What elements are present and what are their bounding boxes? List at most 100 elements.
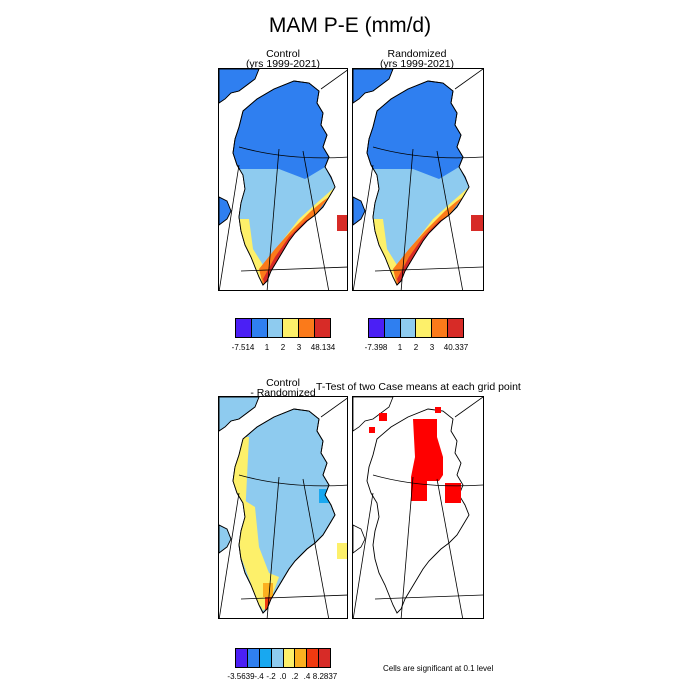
difference-colorbar	[235, 648, 331, 668]
ttest-map-panel	[352, 396, 484, 619]
control-grid-lines	[219, 69, 347, 290]
difference-colorbar-labels: -3.5639 -.4 -.2.0 .2 .4 8.2837	[227, 672, 337, 682]
randomized-parallel-2	[374, 266, 483, 272]
difference-colorbar-label-2: -.2	[266, 672, 276, 681]
ttest-significant-north-2	[369, 427, 375, 433]
control-parallel-2	[240, 266, 347, 272]
difference-ellesmere-outline	[219, 397, 260, 432]
control-map	[219, 69, 347, 290]
ttest-meridian-3	[353, 492, 374, 618]
randomized-colorbar-box-2	[400, 319, 417, 337]
difference-colorbar-label-5: .4	[303, 672, 311, 681]
control-colorbar-box-2	[267, 319, 284, 337]
difference-title-line2: - Randomized	[250, 387, 316, 399]
difference-colorbar-box-5	[295, 649, 308, 667]
control-line-greenland-outline	[232, 80, 336, 286]
control-title-line2: (yrs 1999-2021)	[245, 58, 321, 70]
control-colorbar	[235, 318, 331, 338]
difference-panel-title: Control - Randomized	[218, 377, 348, 399]
ttest-baffin-outline	[353, 524, 366, 554]
randomized-colorbar-box-1	[384, 319, 401, 337]
difference-colorbar-box-0	[236, 649, 248, 667]
randomized-colorbar-label-3: 3	[429, 343, 435, 352]
randomized-line-baffin-outline	[353, 196, 366, 226]
difference-colorbar-label-6: 8.2837	[312, 672, 338, 681]
control-colorbar-label-2: 2	[280, 343, 286, 352]
control-meridian-1	[266, 148, 280, 290]
difference-west-yellow	[233, 437, 267, 611]
difference-title-line1: Control	[266, 377, 300, 389]
randomized-band-1-2	[367, 167, 469, 285]
randomized-meridian-1	[400, 148, 414, 290]
ttest-meridian-4	[454, 397, 483, 418]
randomized-colorbar-label-4: 40.337	[443, 343, 469, 352]
randomized-map	[353, 69, 483, 290]
randomized-title-line2: (yrs 1999-2021)	[379, 58, 455, 70]
control-meridian-3	[219, 164, 240, 290]
randomized-grid-lines	[353, 69, 483, 290]
control-colorbar-label-3: 3	[296, 343, 302, 352]
randomized-meridian-2	[436, 150, 464, 290]
difference-meridian-1	[266, 476, 280, 618]
randomized-panel-title: Randomized (yrs 1999-2021)	[352, 48, 482, 70]
difference-grid-lines	[219, 397, 347, 618]
difference-colorbar-box-4	[283, 649, 296, 667]
ttest-significant-north-3	[435, 407, 441, 413]
control-band-1-2	[233, 167, 335, 285]
control-ellesmere-outline	[219, 69, 260, 104]
randomized-colorbar	[368, 318, 464, 338]
randomized-meridian-3	[353, 164, 374, 290]
difference-meridian-2	[302, 478, 330, 618]
difference-line-greenland-outline	[232, 408, 336, 614]
randomized-colorbar-box-5	[448, 319, 463, 337]
randomized-colorbar-label-0: -7.398	[364, 343, 388, 352]
control-colorbar-label-0: -7.514	[231, 343, 255, 352]
control-line-baffin-outline	[219, 196, 232, 226]
randomized-colorbar-labels: -7.398 1 2 3 40.337	[364, 343, 469, 353]
randomized-title-line1: Randomized	[387, 48, 447, 60]
difference-orange-cells	[263, 583, 273, 597]
ttest-panel-title: T-Test of two Case means at each grid po…	[316, 381, 521, 393]
control-meridian-2	[302, 150, 330, 290]
randomized-line-greenland-outline	[366, 80, 470, 286]
difference-line-ellesmere-outline	[219, 397, 260, 432]
ttest-map	[353, 397, 483, 618]
difference-colorbar-label-4: .2	[291, 672, 299, 681]
randomized-east-cells	[471, 215, 483, 231]
ttest-parallel-2	[374, 594, 483, 600]
control-colorbar-box-0	[236, 319, 252, 337]
randomized-colorbar-label-2: 2	[413, 343, 419, 352]
control-colorbar-box-5	[315, 319, 330, 337]
difference-parallel-2	[240, 594, 347, 600]
control-line-ellesmere-outline	[219, 69, 260, 104]
difference-colorbar-label-0: -3.5639	[227, 672, 255, 681]
randomized-colorbar-box-3	[416, 319, 433, 337]
ttest-significant-north-1	[379, 413, 387, 421]
randomized-colorbar-box-0	[369, 319, 385, 337]
control-field	[233, 167, 335, 285]
randomized-parallel-1	[372, 146, 483, 159]
control-colorbar-box-1	[251, 319, 268, 337]
difference-colorbar-box-1	[247, 649, 260, 667]
randomized-ellesmere-outline	[353, 69, 394, 104]
control-colorbar-label-1: 1	[264, 343, 270, 352]
control-title-line1: Control	[266, 48, 300, 60]
control-colorbar-labels: -7.514 1 2 3 48.134	[231, 343, 336, 353]
ttest-greenland-outline	[366, 408, 470, 614]
difference-colorbar-box-2	[259, 649, 272, 667]
control-colorbar-label-4: 48.134	[310, 343, 336, 352]
control-meridian-4	[320, 69, 347, 90]
ttest-parallel-1	[372, 474, 483, 487]
difference-colorbar-box-7	[319, 649, 330, 667]
randomized-map-panel	[352, 68, 484, 291]
difference-colorbar-box-6	[307, 649, 320, 667]
control-panel-title: Control (yrs 1999-2021)	[218, 48, 348, 70]
randomized-meridian-4	[454, 69, 483, 90]
control-parallel-1	[238, 146, 347, 159]
difference-colorbar-label-3: .0	[279, 672, 287, 681]
randomized-colorbar-box-4	[432, 319, 449, 337]
difference-map	[219, 397, 347, 618]
ttest-grid-lines	[353, 397, 483, 618]
control-colorbar-box-3	[283, 319, 300, 337]
randomized-colorbar-label-1: 1	[397, 343, 403, 352]
